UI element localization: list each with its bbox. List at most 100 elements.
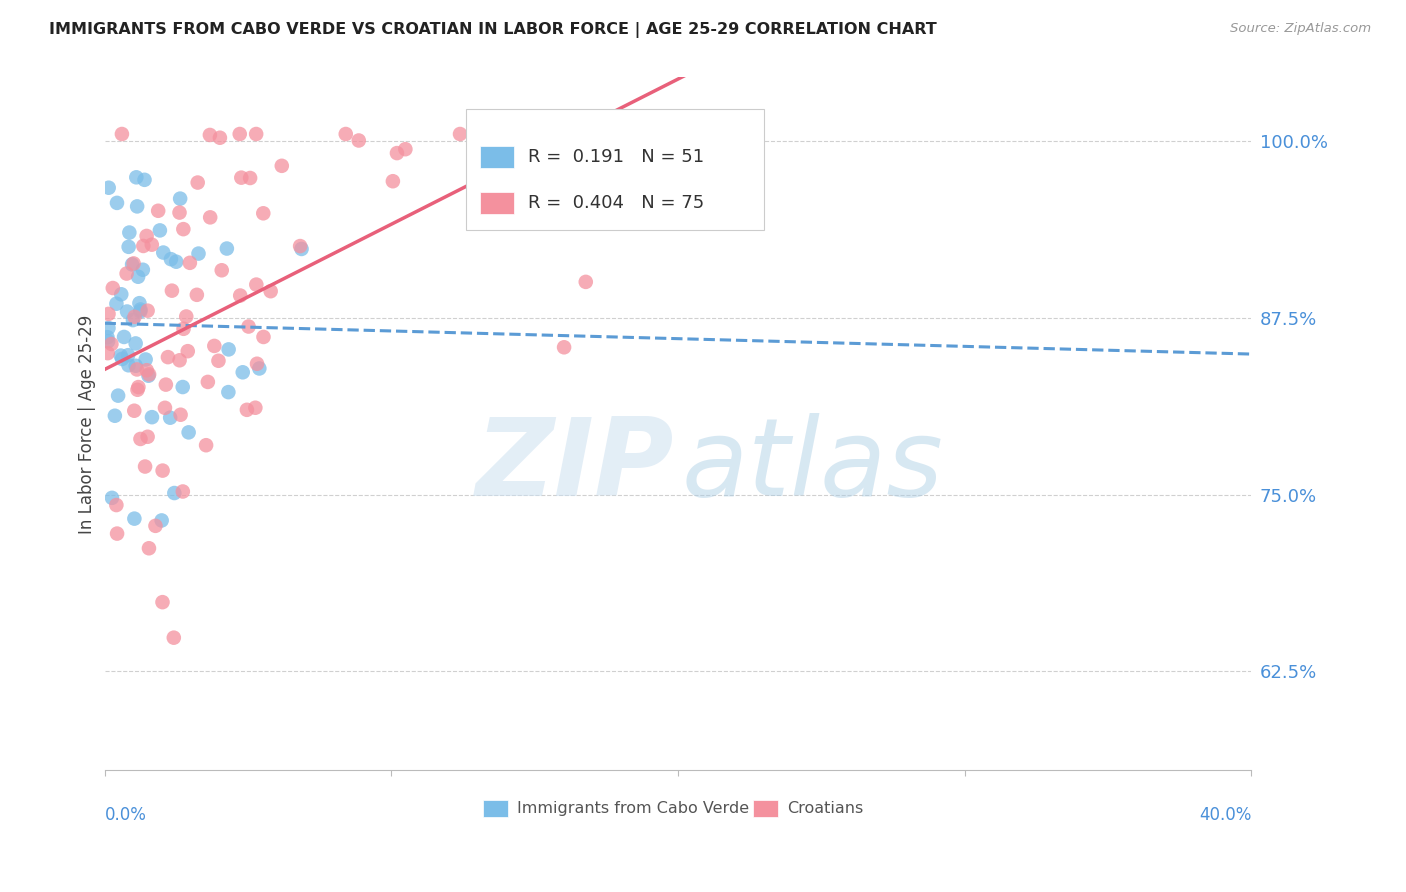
- Point: [247, 361, 270, 376]
- Point: [138, 541, 160, 556]
- Point: [160, 284, 183, 298]
- Point: [138, 368, 160, 382]
- Point: [208, 130, 231, 145]
- Point: [105, 296, 128, 310]
- Point: [238, 319, 260, 334]
- Point: [111, 127, 134, 141]
- Point: [186, 288, 208, 302]
- Text: atlas: atlas: [682, 413, 943, 518]
- Point: [112, 330, 135, 344]
- Point: [239, 171, 262, 186]
- Point: [159, 410, 181, 425]
- Point: [105, 498, 128, 512]
- Point: [155, 377, 177, 392]
- Point: [177, 344, 200, 359]
- Point: [169, 353, 191, 368]
- Text: 40.0%: 40.0%: [1199, 805, 1251, 824]
- Point: [179, 256, 201, 270]
- Point: [270, 159, 292, 173]
- Point: [124, 336, 146, 351]
- Point: [260, 284, 283, 298]
- Point: [104, 409, 127, 423]
- Point: [97, 307, 120, 321]
- Point: [169, 192, 191, 206]
- Point: [229, 127, 252, 141]
- Point: [245, 127, 267, 141]
- Point: [132, 239, 155, 253]
- Point: [105, 526, 128, 541]
- Point: [202, 339, 225, 353]
- Point: [198, 211, 221, 225]
- Point: [169, 408, 191, 422]
- Point: [149, 223, 172, 237]
- Point: [575, 275, 598, 289]
- Point: [138, 368, 160, 383]
- Point: [156, 350, 179, 364]
- Point: [215, 242, 238, 256]
- Point: [128, 296, 150, 310]
- Point: [163, 486, 186, 500]
- Point: [129, 302, 152, 317]
- Point: [132, 262, 155, 277]
- Text: Immigrants from Cabo Verde: Immigrants from Cabo Verde: [517, 801, 749, 816]
- FancyBboxPatch shape: [752, 800, 778, 817]
- Point: [177, 425, 200, 440]
- Point: [136, 303, 159, 318]
- Point: [111, 351, 134, 366]
- FancyBboxPatch shape: [484, 800, 509, 817]
- Point: [97, 334, 120, 349]
- Point: [124, 310, 146, 324]
- Point: [122, 313, 145, 327]
- Point: [127, 199, 149, 213]
- Point: [174, 310, 197, 324]
- Point: [101, 281, 124, 295]
- Point: [148, 203, 170, 218]
- Point: [252, 206, 274, 220]
- Point: [127, 383, 149, 397]
- Text: Source: ZipAtlas.com: Source: ZipAtlas.com: [1230, 22, 1371, 36]
- Point: [97, 180, 120, 194]
- Point: [245, 277, 267, 292]
- Point: [172, 380, 194, 394]
- Text: R =  0.404   N = 75: R = 0.404 N = 75: [527, 194, 704, 212]
- Point: [335, 127, 357, 141]
- Point: [117, 358, 139, 372]
- Point: [290, 242, 312, 256]
- Point: [105, 195, 128, 210]
- Point: [236, 402, 259, 417]
- Point: [229, 288, 252, 302]
- Text: Croatians: Croatians: [787, 801, 863, 816]
- Point: [141, 237, 163, 252]
- Text: IMMIGRANTS FROM CABO VERDE VS CROATIAN IN LABOR FORCE | AGE 25-29 CORRELATION CH: IMMIGRANTS FROM CABO VERDE VS CROATIAN I…: [49, 22, 936, 38]
- Point: [96, 330, 118, 344]
- Point: [115, 304, 138, 318]
- Point: [246, 357, 269, 371]
- Point: [197, 375, 219, 389]
- Point: [169, 205, 191, 219]
- Point: [145, 519, 167, 533]
- Point: [125, 362, 148, 376]
- Point: [122, 403, 145, 417]
- Point: [134, 459, 156, 474]
- Point: [115, 267, 138, 281]
- Point: [129, 304, 152, 318]
- Point: [160, 252, 183, 267]
- Point: [135, 352, 157, 367]
- Point: [97, 321, 120, 335]
- Point: [110, 349, 132, 363]
- Point: [173, 322, 195, 336]
- Point: [217, 385, 239, 400]
- FancyBboxPatch shape: [479, 192, 515, 214]
- Point: [211, 263, 233, 277]
- Point: [97, 346, 120, 360]
- Point: [135, 229, 157, 244]
- Point: [129, 432, 152, 446]
- Point: [553, 340, 575, 354]
- Point: [195, 438, 218, 452]
- FancyBboxPatch shape: [479, 146, 515, 169]
- Point: [136, 430, 159, 444]
- Point: [245, 401, 267, 415]
- Point: [117, 240, 139, 254]
- Point: [152, 464, 174, 478]
- Point: [153, 401, 176, 415]
